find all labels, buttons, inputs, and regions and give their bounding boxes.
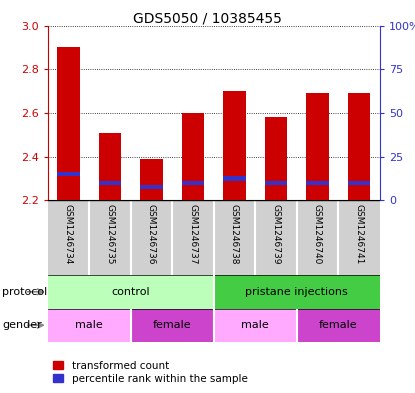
Bar <box>297 309 380 342</box>
Text: pristane injections: pristane injections <box>245 287 348 297</box>
Legend: transformed count, percentile rank within the sample: transformed count, percentile rank withi… <box>53 361 248 384</box>
Bar <box>265 118 287 200</box>
Bar <box>57 48 80 200</box>
Text: female: female <box>319 320 358 330</box>
Bar <box>57 172 80 176</box>
Bar <box>265 181 287 185</box>
Bar <box>182 181 204 185</box>
Bar <box>131 309 214 342</box>
Bar <box>99 133 122 200</box>
Text: GDS5050 / 10385455: GDS5050 / 10385455 <box>133 12 282 26</box>
Text: GSM1246734: GSM1246734 <box>64 204 73 264</box>
Bar <box>48 275 214 309</box>
Text: GSM1246741: GSM1246741 <box>354 204 364 264</box>
Text: female: female <box>153 320 192 330</box>
Text: GSM1246736: GSM1246736 <box>147 204 156 264</box>
Bar <box>214 275 380 309</box>
Text: GSM1246740: GSM1246740 <box>313 204 322 264</box>
Bar <box>214 309 297 342</box>
Text: control: control <box>111 287 150 297</box>
Text: protocol: protocol <box>2 287 47 297</box>
Bar <box>182 113 204 200</box>
Bar <box>348 181 371 185</box>
Text: gender: gender <box>2 320 42 330</box>
Bar <box>223 176 246 181</box>
Text: male: male <box>242 320 269 330</box>
Bar <box>99 181 122 185</box>
Bar <box>140 159 163 200</box>
Text: GSM1246737: GSM1246737 <box>188 204 198 264</box>
Bar <box>48 309 131 342</box>
Text: GSM1246735: GSM1246735 <box>105 204 115 264</box>
Bar <box>306 181 329 185</box>
Text: GSM1246739: GSM1246739 <box>271 204 281 264</box>
Bar <box>306 93 329 200</box>
Text: male: male <box>76 320 103 330</box>
Bar <box>348 93 371 200</box>
Text: GSM1246738: GSM1246738 <box>230 204 239 264</box>
Bar <box>140 185 163 189</box>
Bar <box>223 91 246 200</box>
